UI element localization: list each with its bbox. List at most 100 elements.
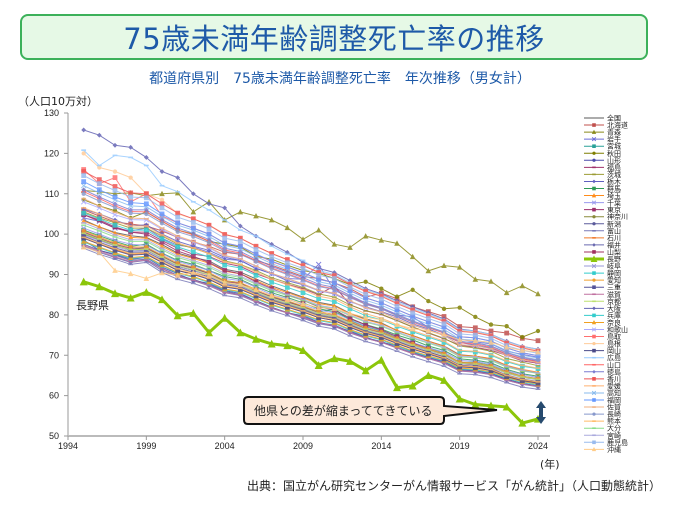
data-point [378,316,385,323]
data-point [410,337,416,343]
data-point [144,211,149,217]
data-point [81,191,86,196]
data-point [175,242,181,244]
data-point [159,201,165,207]
series-line [83,190,539,295]
data-point [472,332,478,338]
data-point [237,208,244,215]
legend-item: 愛媛 [584,381,621,390]
data-point [300,290,306,296]
data-point [300,300,306,306]
data-point [175,244,181,250]
data-point [284,260,290,266]
series-line [83,149,539,350]
data-point [269,289,275,292]
series-line [83,191,539,363]
y-tick-label: 80 [49,310,59,320]
data-point [535,361,541,364]
data-point [394,341,400,344]
data-point [237,243,243,249]
data-point [472,363,478,365]
legend-item: 広島 [584,353,621,362]
data-point [592,370,596,374]
data-point [331,328,337,330]
legend-item: 佐賀 [584,403,621,412]
data-point [592,186,596,191]
data-point [519,363,525,369]
data-point [300,263,306,269]
data-point [206,201,212,207]
legend-label: 三重 [607,284,621,292]
data-point [96,230,102,232]
data-point [487,401,495,410]
legend-label: 北海道 [607,121,628,130]
series-岡山 [81,235,541,386]
data-point [206,252,212,255]
data-point [175,175,181,180]
series-香川 [81,169,541,354]
data-point [347,295,353,300]
series-line [83,224,539,374]
y-tick-label: 70 [49,350,59,360]
data-point [159,268,165,270]
data-point [190,201,196,203]
legend-label: 千葉 [607,198,621,207]
data-point [222,219,228,221]
data-point [519,383,525,386]
data-point [159,239,165,245]
data-point [457,305,462,310]
data-point [284,249,290,255]
data-point [206,284,212,287]
data-point [222,274,228,279]
data-point [253,265,259,267]
data-point [175,256,181,259]
data-point [330,354,339,363]
legend-item: 新潟 [584,219,621,228]
legend-label: 福井 [607,240,621,249]
data-point [128,244,133,250]
data-point [112,211,118,214]
series-line [83,175,539,354]
data-point [253,284,259,290]
data-point [237,264,243,266]
data-point [410,310,416,316]
data-point [143,251,149,254]
data-point [410,313,416,319]
legend-item: 埼玉 [584,191,621,200]
data-point [236,328,245,337]
data-point [237,257,243,260]
data-point [206,266,212,269]
data-point [457,345,463,347]
data-point [592,179,596,184]
series-line [83,227,539,378]
data-point [363,289,369,294]
data-point [222,255,228,260]
data-point [519,371,525,377]
data-point [425,357,431,360]
data-point [128,175,133,180]
data-point [519,347,526,353]
data-point [504,360,510,362]
data-point [457,356,463,362]
data-point [378,335,384,340]
title-banner: 75歳未満年齢調整死亡率の推移 [20,14,648,60]
legend-item: 栃木 [584,177,621,186]
data-point [519,378,525,381]
page-title: 75歳未満年齢調整死亡率の推移 [123,22,545,56]
data-point [158,295,166,304]
data-point [363,302,368,307]
data-point [143,249,149,255]
data-point [457,355,463,357]
data-point [378,313,384,315]
series-line [83,230,539,380]
data-point [424,371,433,380]
series-line [83,212,539,370]
data-point [284,224,291,231]
data-point [535,349,541,355]
legend-item: 高知 [584,388,621,397]
data-point [316,295,322,298]
data-point [535,338,541,344]
legend-label: 福島 [607,163,621,172]
data-point [269,286,275,292]
data-point [269,258,275,264]
